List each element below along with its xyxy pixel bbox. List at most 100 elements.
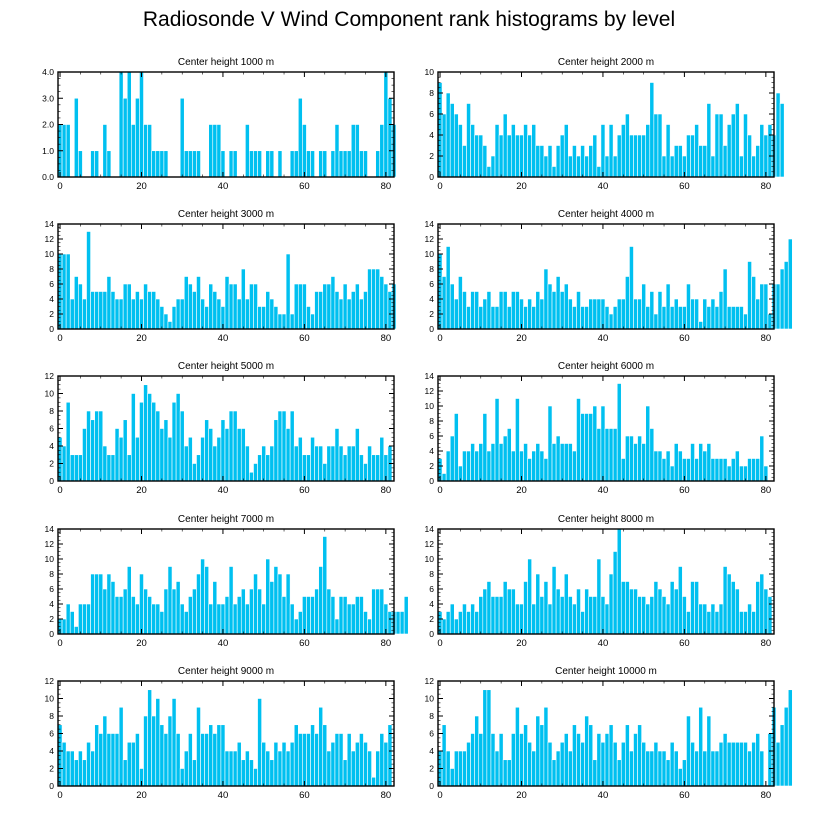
panel-5: Center height 5000 m 0 2 4 6 8 10 12 0 20 40 60 80 (45, 361, 395, 496)
bar (449, 283, 455, 330)
bar (706, 611, 712, 635)
bar (735, 450, 740, 482)
bar (306, 733, 311, 787)
y-tick-label: 4 (429, 446, 434, 456)
bar (645, 603, 651, 635)
bar (293, 150, 299, 178)
bar (625, 724, 630, 787)
bar (629, 750, 634, 787)
bar (342, 759, 348, 787)
bar (375, 750, 381, 787)
bar (616, 528, 622, 635)
bar (224, 750, 230, 787)
bar (387, 97, 393, 178)
bar (633, 443, 638, 482)
bar (486, 689, 492, 787)
bar (453, 298, 459, 330)
bar (155, 410, 161, 482)
bar (722, 733, 728, 787)
bar (240, 268, 246, 330)
bar (110, 733, 116, 787)
bar (604, 603, 610, 635)
bar (698, 443, 704, 482)
bar (543, 458, 549, 482)
bar (547, 405, 553, 482)
bar (515, 706, 520, 787)
bar (592, 298, 598, 330)
y-tick-label: 8 (429, 264, 434, 274)
bar (547, 283, 553, 330)
bar (511, 291, 516, 330)
bar (355, 283, 360, 330)
bar (735, 306, 740, 330)
bar (61, 741, 67, 787)
bar (519, 733, 524, 787)
bar (322, 536, 328, 635)
bar (690, 741, 695, 787)
bar (69, 611, 75, 635)
bar (511, 124, 516, 178)
bar (649, 291, 655, 330)
x-tick-label: 80 (381, 638, 392, 649)
bar (637, 724, 642, 787)
y-tick-label: 0 (49, 781, 54, 791)
bar (653, 313, 659, 330)
bar (265, 558, 271, 635)
bar (167, 715, 173, 787)
bar (686, 283, 691, 330)
bar (482, 298, 488, 330)
bar (462, 750, 467, 787)
bar (625, 581, 630, 635)
bar (383, 71, 389, 178)
bar (539, 450, 545, 482)
bar (515, 291, 520, 330)
bar (126, 454, 132, 482)
bar (690, 581, 695, 635)
bar (78, 750, 83, 787)
bar (441, 473, 447, 482)
bar (751, 611, 756, 635)
bar (61, 618, 67, 635)
bar (449, 603, 455, 635)
bar (297, 97, 303, 178)
bar (494, 750, 500, 787)
bar (297, 611, 303, 635)
bar (265, 454, 271, 482)
bar (314, 588, 319, 635)
bar (204, 419, 209, 482)
bar (122, 588, 128, 635)
bar (371, 588, 376, 635)
bar (383, 741, 389, 787)
bar (212, 445, 218, 482)
bar (706, 306, 712, 330)
y-tick-label: 6 (49, 279, 54, 289)
x-tick-label: 60 (679, 638, 690, 649)
bar (155, 603, 161, 635)
bar (519, 134, 524, 178)
bar (743, 741, 748, 787)
bar (466, 450, 471, 482)
bar (604, 428, 610, 482)
bar (334, 618, 340, 635)
bar (559, 443, 565, 482)
bar (649, 82, 655, 178)
bar (755, 733, 761, 787)
bar (612, 551, 618, 635)
bar (212, 581, 218, 635)
y-tick-label: 12 (45, 676, 55, 686)
bar (673, 443, 679, 482)
bar (698, 145, 704, 178)
y-tick-label: 0 (429, 476, 434, 486)
bar (506, 134, 512, 178)
bar (535, 145, 541, 178)
bar (767, 596, 773, 635)
bar (94, 724, 100, 787)
bar (641, 596, 647, 635)
x-tick-label: 40 (218, 485, 229, 496)
bar (196, 150, 201, 178)
bar (474, 134, 480, 178)
bar (751, 741, 756, 787)
bar (535, 443, 541, 482)
bar (466, 306, 471, 330)
